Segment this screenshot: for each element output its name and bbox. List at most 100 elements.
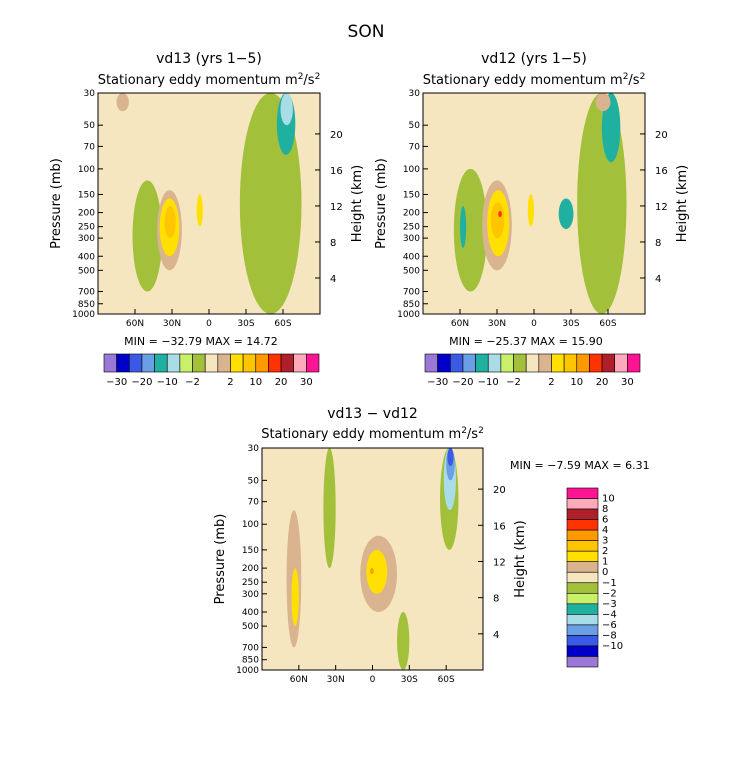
colorbar-swatch	[462, 353, 476, 373]
y-tick-label: 850	[242, 656, 259, 666]
y-tick-label: 300	[403, 234, 420, 244]
contour-region-gold	[490, 202, 505, 239]
colorbar-label: 3	[602, 536, 608, 547]
contour-region-red	[498, 210, 502, 218]
colorbar-swatch	[424, 353, 438, 373]
y-tick-label: 100	[242, 520, 259, 530]
colorbar-swatch	[566, 508, 599, 520]
colorbar-swatch	[437, 353, 451, 373]
colorbar: −30 −20 −10 −2 2 10 20 30	[424, 353, 641, 388]
colorbar-swatch	[566, 550, 599, 563]
height-tick-label: 12	[493, 557, 506, 568]
colorbar-label: 6	[602, 515, 608, 526]
colorbar-swatch	[487, 353, 502, 373]
y-tick-label: 700	[403, 288, 420, 298]
colorbar: −30 −20 −10 −2 2 10 20 30	[103, 353, 320, 388]
colorbar-label: −30	[106, 377, 127, 388]
colorbar-label: −10	[157, 377, 178, 388]
colorbar-label: 2	[227, 377, 233, 388]
y-tick-label: 400	[403, 252, 420, 262]
panels: vd13 (yrs 1−5) Stationary eddy momentum m…	[49, 51, 690, 685]
colorbar-swatch	[116, 353, 130, 373]
colorbar-swatch	[306, 353, 320, 373]
y-tick-label: 200	[78, 209, 95, 219]
contour-region-gold	[164, 205, 176, 239]
colorbar-swatch	[103, 353, 117, 373]
x-tick-label: 30S	[401, 675, 418, 685]
colorbar-label: 2	[602, 546, 608, 557]
colorbar-swatch	[166, 353, 181, 373]
y-tick-label: 50	[409, 121, 421, 131]
colorbar-swatch	[576, 353, 590, 373]
colorbar-label: 30	[300, 377, 313, 388]
panel-p3: vd13 − vd12 Stationary eddy momentum m2/s…	[213, 406, 650, 685]
colorbar-label: −3	[602, 599, 617, 610]
colorbar-swatch	[154, 353, 168, 373]
min-max-readout: MIN = −32.79 MAX = 14.72	[124, 335, 278, 348]
colorbar-swatch	[566, 624, 599, 636]
colorbar-label: −4	[602, 609, 617, 620]
contour-region-yellow	[366, 549, 388, 594]
colorbar-swatch	[525, 353, 540, 373]
colorbar-label: −10	[478, 377, 499, 388]
colorbar-swatch	[563, 353, 578, 373]
panel-subtitle: Stationary eddy momentum m2/s2	[423, 72, 646, 88]
colorbar-label: 2	[548, 377, 554, 388]
height-tick-label: 16	[493, 521, 506, 532]
contour-fills	[116, 93, 302, 314]
colorbar-label: 20	[596, 377, 609, 388]
contour-region-tan	[595, 93, 611, 112]
contour-region-teal	[601, 93, 621, 163]
height-tick-label: 4	[330, 274, 336, 285]
y-tick-label: 50	[248, 476, 260, 486]
min-max-readout: MIN = −25.37 MAX = 15.90	[449, 335, 603, 348]
colorbar-swatch	[601, 353, 616, 373]
x-tick-label: 60N	[126, 319, 144, 329]
panel-p2: vd12 (yrs 1−5) Stationary eddy momentum m…	[374, 51, 690, 388]
height-tick-label: 8	[493, 594, 499, 605]
y-tick-label: 30	[248, 444, 260, 454]
x-tick-label: 60S	[599, 319, 616, 329]
colorbar-swatch	[500, 353, 514, 373]
colorbar-swatch	[217, 353, 231, 373]
colorbar-swatch	[627, 353, 641, 373]
height-tick-label: 8	[330, 238, 336, 249]
x-tick-label: 30S	[562, 319, 579, 329]
contour-region-orange	[370, 568, 374, 575]
colorbar-swatch	[589, 353, 603, 373]
contour-fills	[453, 93, 627, 314]
y-tick-label: 100	[403, 165, 420, 175]
y-tick-label: 1000	[72, 310, 95, 320]
colorbar-swatch	[566, 592, 599, 605]
contour-region-tan	[116, 93, 129, 112]
x-tick-label: 0	[531, 319, 537, 329]
y-tick-label: 30	[84, 89, 96, 99]
y-tick-label: 700	[242, 643, 259, 653]
colorbar-swatch	[128, 353, 143, 373]
y-tick-label: 400	[242, 608, 259, 618]
x-tick-label: 60N	[451, 319, 469, 329]
colorbar-swatch	[566, 540, 599, 552]
colorbar-label: 30	[621, 377, 634, 388]
colorbar-swatch	[179, 353, 193, 373]
colorbar-label: 10	[570, 377, 583, 388]
figure-title: SON	[348, 22, 385, 42]
y2-axis-label: Height (km)	[350, 165, 365, 242]
height-tick-label: 20	[655, 130, 668, 141]
colorbar-swatch	[293, 353, 307, 373]
colorbar-swatch	[566, 656, 599, 668]
y2-axis-label: Height (km)	[675, 165, 690, 242]
panel-p1: vd13 (yrs 1−5) Stationary eddy momentum m…	[49, 51, 365, 388]
x-tick-label: 30N	[327, 675, 345, 685]
y2-axis-label: Height (km)	[513, 520, 528, 597]
contour-region-teal	[460, 205, 467, 248]
y-tick-label: 300	[242, 590, 259, 600]
min-max-readout: MIN = −7.59 MAX = 6.31	[510, 459, 650, 472]
colorbar-swatch	[449, 353, 464, 373]
y-tick-label: 300	[78, 234, 95, 244]
colorbar-swatch	[566, 645, 599, 657]
contour-region-yellow	[196, 194, 203, 227]
panel-title: vd12 (yrs 1−5)	[481, 51, 587, 67]
colorbar-swatch	[566, 571, 599, 584]
